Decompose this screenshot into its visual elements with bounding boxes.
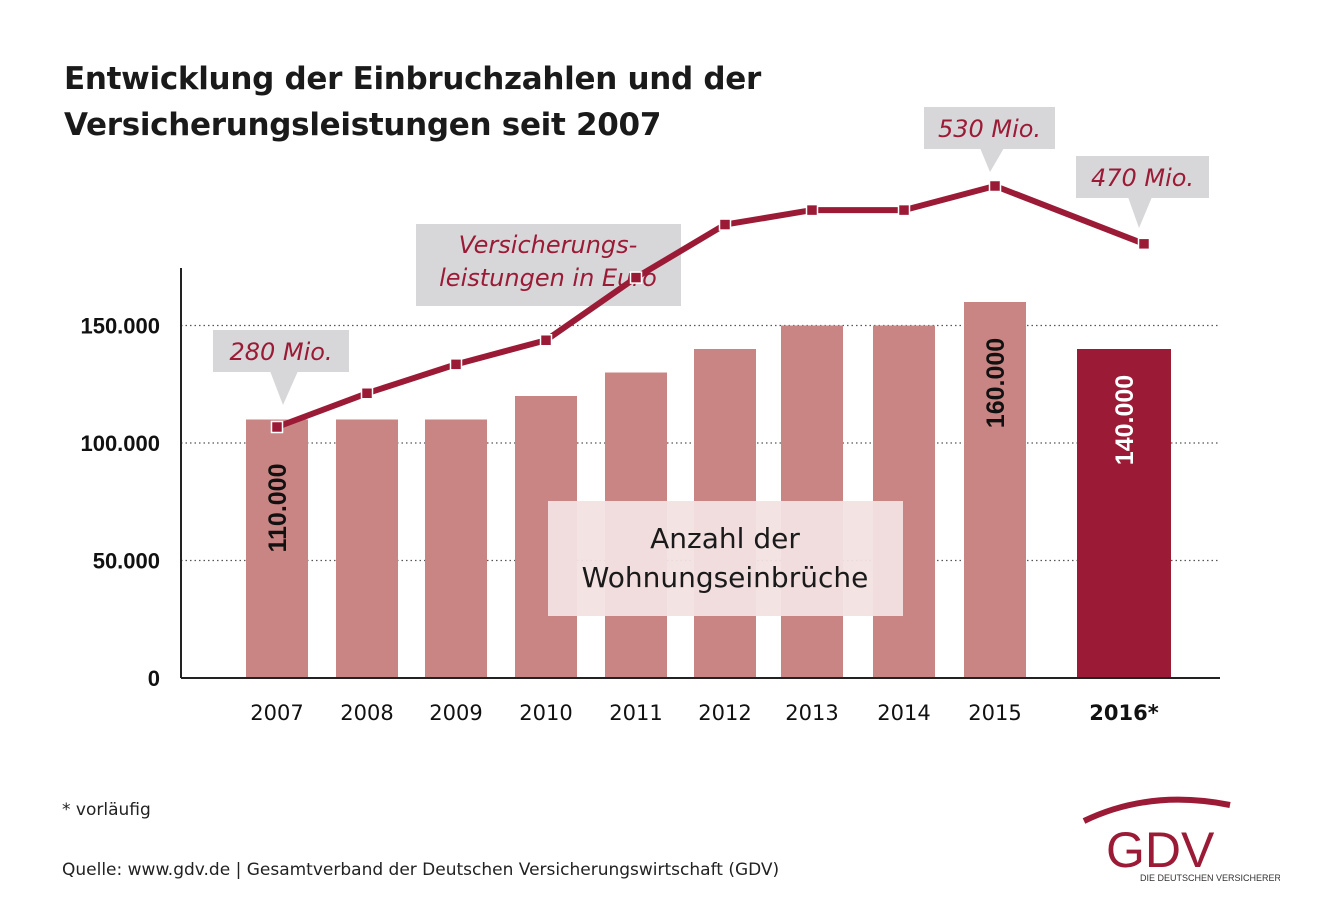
x-tick-label: 2013	[785, 701, 838, 725]
bar	[246, 419, 308, 678]
gdv-logo-text: GDV	[1106, 822, 1215, 878]
line-value-label: 280 Mio.	[229, 338, 332, 366]
callout-box	[213, 330, 349, 372]
bar	[425, 419, 487, 678]
line-point	[1137, 237, 1151, 251]
line-series	[275, 183, 1146, 430]
line-point	[270, 420, 284, 434]
bar-series-label-line-2: Wohnungseinbrüche	[582, 561, 869, 594]
bar-series-label-box	[548, 501, 903, 616]
x-tick-label: 2007	[250, 701, 303, 725]
x-tick-label: 2014	[877, 701, 930, 725]
line-series-name-line-1: Versicherungs-	[459, 231, 638, 259]
callout-pointer	[270, 371, 298, 405]
callout-pointer	[980, 148, 1004, 172]
bar	[964, 302, 1026, 678]
y-tick-label: 50.000	[93, 549, 160, 574]
line-point	[629, 271, 643, 284]
bar	[336, 419, 398, 678]
bar-value-label: 160.000	[982, 338, 1010, 428]
bar	[1077, 349, 1171, 678]
line-point	[449, 358, 463, 371]
line-point	[539, 333, 553, 347]
callout-pointer	[1128, 197, 1152, 228]
x-tick-label: 2010	[519, 701, 572, 725]
bar-value-label: 140.000	[1111, 375, 1139, 465]
line-point	[805, 203, 819, 217]
line-point	[988, 179, 1002, 193]
source-note: Quelle: www.gdv.de | Gesamtverband der D…	[62, 860, 780, 880]
line-value-label: 530 Mio.	[938, 115, 1041, 143]
chart-title-line-2: Versicherungsleistungen seit 2007	[64, 107, 662, 143]
x-tick-label: 2008	[340, 701, 393, 725]
line-point	[360, 387, 374, 400]
bar-series-label-line-1: Anzahl der	[650, 522, 800, 555]
line-point	[718, 218, 732, 231]
chart-title-line-1: Entwicklung der Einbruchzahlen und der	[64, 61, 761, 97]
gdv-logo-subtext: DIE DEUTSCHEN VERSICHERER	[1140, 873, 1280, 883]
footnote: * vorläufig	[62, 800, 151, 820]
y-tick-label: 100.000	[80, 431, 160, 456]
line-point	[897, 203, 911, 217]
bar-value-label: 110.000	[264, 464, 292, 553]
x-tick-label: 2015	[968, 701, 1021, 725]
y-tick-label: 150.000	[80, 314, 160, 339]
x-tick-label: 2009	[429, 701, 482, 725]
chart-title: Entwicklung der Einbruchzahlen und der V…	[64, 56, 761, 148]
y-tick-label: 0	[148, 666, 160, 691]
gdv-logo-arc	[1082, 796, 1231, 824]
x-tick-label: 2016*	[1089, 701, 1158, 725]
callout-box	[924, 107, 1055, 149]
gdv-logo: GDV DIE DEUTSCHEN VERSICHERER	[1082, 796, 1280, 883]
line-series-callout-box	[416, 224, 681, 306]
line-value-label: 470 Mio.	[1091, 164, 1194, 192]
x-tick-label: 2012	[698, 701, 751, 725]
callout-box	[1076, 156, 1209, 198]
chart: 0 50.000 100.000 150.000 2007 2008 2009 2010 201…	[80, 107, 1220, 725]
x-tick-label: 2011	[609, 701, 662, 725]
